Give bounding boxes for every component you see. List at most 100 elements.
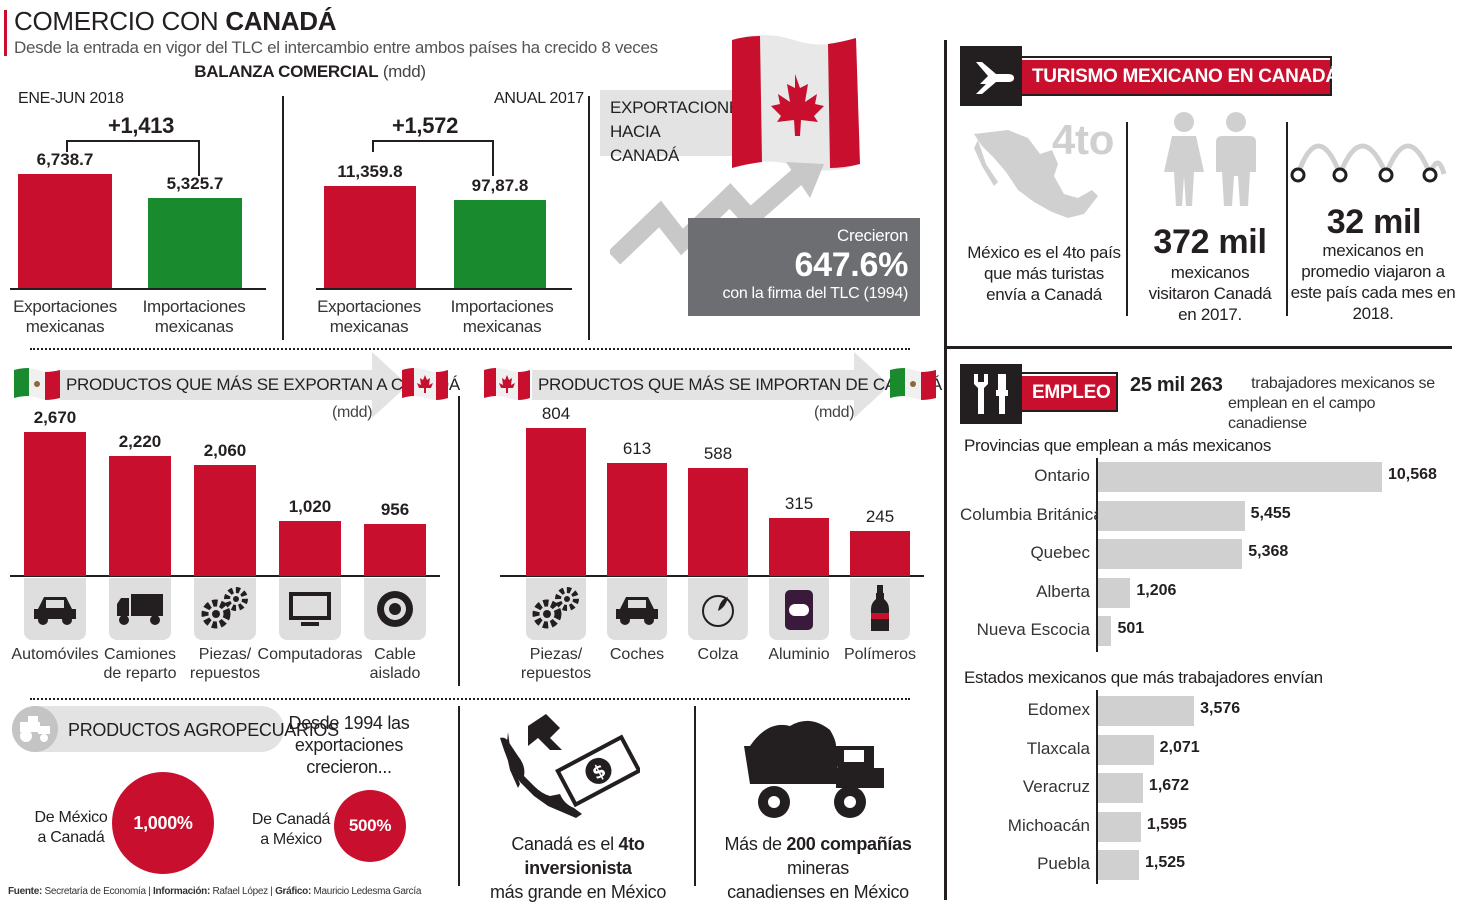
provincias-value-label: 5,455 <box>1250 504 1291 522</box>
cat-imp-2017: Importaciones mexicanas <box>444 297 560 337</box>
exportan-value-label: 2,060 <box>203 440 247 460</box>
exportan-item-label: Computadoras <box>255 645 365 664</box>
monthly-text-3: este país cada mes en <box>1290 283 1456 302</box>
divider-right-column <box>944 40 947 900</box>
turismo-banner-frame <box>1022 56 1332 96</box>
tourism-rank-text: México es el 4to país que más turistas e… <box>962 242 1126 305</box>
importan-bar <box>769 518 829 576</box>
seed-icon <box>702 595 734 627</box>
exportaciones-label-2: HACIA CANADÁ <box>610 122 680 165</box>
car-icon <box>34 597 76 625</box>
importan-item-label-1: Colza <box>697 646 739 663</box>
agro-ca-mx-circle: 500% <box>334 790 406 862</box>
importan-value-label: 588 <box>703 443 733 463</box>
tourists-icon <box>1164 112 1256 206</box>
visitors-text-3: en 2017. <box>1178 305 1242 324</box>
tools-icon <box>974 374 1008 414</box>
agro-desc-3: crecieron... <box>306 757 392 777</box>
balanza_2018-bar <box>148 197 242 288</box>
exportan-baseline <box>10 575 440 577</box>
provincias-category-label: Quebec <box>1030 543 1090 562</box>
importan-item-label-2: repuestos <box>520 665 592 682</box>
estados-category-label: Tlaxcala <box>1026 738 1090 758</box>
cat-exp-2018: Exportaciones mexicanas <box>10 297 120 337</box>
importan-bar <box>526 428 586 576</box>
workers-text-2: emplean en el campo canadiense <box>1228 395 1376 432</box>
title-light: COMERCIO CON <box>14 6 226 36</box>
importan-bar <box>607 463 667 576</box>
can-icon <box>785 590 813 630</box>
footer-info: Rafael López <box>212 886 268 897</box>
exportan-value-label: 2,220 <box>118 432 162 452</box>
agro-ca-mx-2: a México <box>260 831 322 848</box>
exportan-item-label: Camiones de reparto <box>85 645 195 683</box>
visitors-text-1: mexicanos <box>1170 263 1250 282</box>
dotted-separator-1 <box>30 348 910 350</box>
cat-exp-2018-line1: Exportaciones <box>13 297 117 316</box>
estados-bar <box>1098 696 1195 726</box>
mexico-map-icon <box>974 130 1098 218</box>
importan-value-label: 804 <box>541 404 571 423</box>
tourist-visitors-text: mexicanos visitaron Canadá en 2017. <box>1132 262 1288 325</box>
divider-inversion <box>694 706 696 886</box>
rank-text-1: México es el 4to país <box>967 243 1121 262</box>
estados-value-label: 2,071 <box>1159 738 1200 756</box>
provinces-axis <box>1096 458 1098 652</box>
monthly-text-2: promedio viajaron a <box>1301 262 1445 281</box>
divider-agro <box>458 706 460 886</box>
divider-balanza <box>282 96 284 340</box>
divider-turismo-empleo <box>946 346 1452 349</box>
exportan-item-label-1: Automóviles <box>11 646 99 663</box>
route-arcs-icon <box>1290 143 1447 183</box>
provincias-value-label: 1,206 <box>1136 581 1177 599</box>
importan-item-label-1: Coches <box>609 646 665 663</box>
page-title: COMERCIO CON CANADÁ <box>14 6 336 37</box>
agro-ca-mx-label: De Canadá a México <box>250 810 332 850</box>
tractor-icon <box>20 716 50 742</box>
mexico-flag-icon <box>890 368 936 400</box>
exportan-item-label-1: Cable <box>374 646 416 663</box>
empleo-workers: 25 mil 263 <box>1130 374 1223 396</box>
estados-bar <box>1098 734 1154 765</box>
exportan-item-label-1: Computadoras <box>257 646 363 663</box>
provinces-title: Provincias que emplean a más mexicanos <box>964 436 1272 455</box>
exportan-value-label: 2,670 <box>33 408 77 427</box>
importan-bar <box>688 467 748 576</box>
provincias-value-label: 5,368 <box>1248 543 1289 560</box>
growth-box: Crecieron 647.6% con la firma del TLC (1… <box>688 218 920 316</box>
mineras-text: Más de 200 compañías mineras canadienses… <box>700 832 936 904</box>
monitor-icon <box>289 592 331 626</box>
gears-icon-box <box>526 578 586 640</box>
agro-mx-ca-2: a Canadá <box>37 829 105 846</box>
provincias-category-label: Columbia Británica <box>960 504 1103 524</box>
exportan-bar <box>109 456 171 576</box>
page-subtitle: Desde la entrada en vigor del TLC el int… <box>14 38 658 57</box>
estados-category-label: Puebla <box>1037 854 1090 873</box>
inversion-text: Canadá es el 4to inversionista más grand… <box>462 832 694 904</box>
visitors-text-2: visitaron Canadá <box>1148 284 1272 303</box>
estados-bar <box>1098 850 1139 880</box>
rank-text-3: envía a Canadá <box>986 285 1102 304</box>
canada-flag-icon <box>484 368 530 400</box>
gears-icon <box>532 587 579 629</box>
cat-exp-2017: Exportaciones mexicanas <box>314 297 424 337</box>
provincias-bar <box>1098 500 1245 531</box>
footer-grafico: Mauricio Ledesma García <box>313 886 422 897</box>
bracket-2018-left <box>66 140 68 152</box>
provincias-category-label: Nueva Escocia <box>976 620 1090 639</box>
divider-turismo-1 <box>1126 122 1128 316</box>
estados-value-label: 1,672 <box>1148 777 1189 794</box>
estados-category-label: Michoacán <box>1007 815 1090 835</box>
growth-percent: 647.6% <box>794 246 908 284</box>
cat-imp-2018-line1: Importaciones <box>142 297 246 316</box>
balanza_2017-value-label: 97,87.8 <box>471 176 529 196</box>
empleo-workers-text: trabajadores mexicanos se emplean en el … <box>1228 374 1458 434</box>
provincias-bar <box>1098 616 1112 646</box>
provincias-category-label: Alberta <box>1036 581 1090 601</box>
balanza-2018-baseline <box>10 288 266 290</box>
exportan-item-label-2: de reparto <box>103 665 177 682</box>
exportan-item-label-2: aislado <box>369 665 421 682</box>
provincias-value-label: 501 <box>1117 620 1145 637</box>
balanza_2018-value-label: 6,738.7 <box>36 150 94 169</box>
bracket-2018-top <box>66 140 200 142</box>
